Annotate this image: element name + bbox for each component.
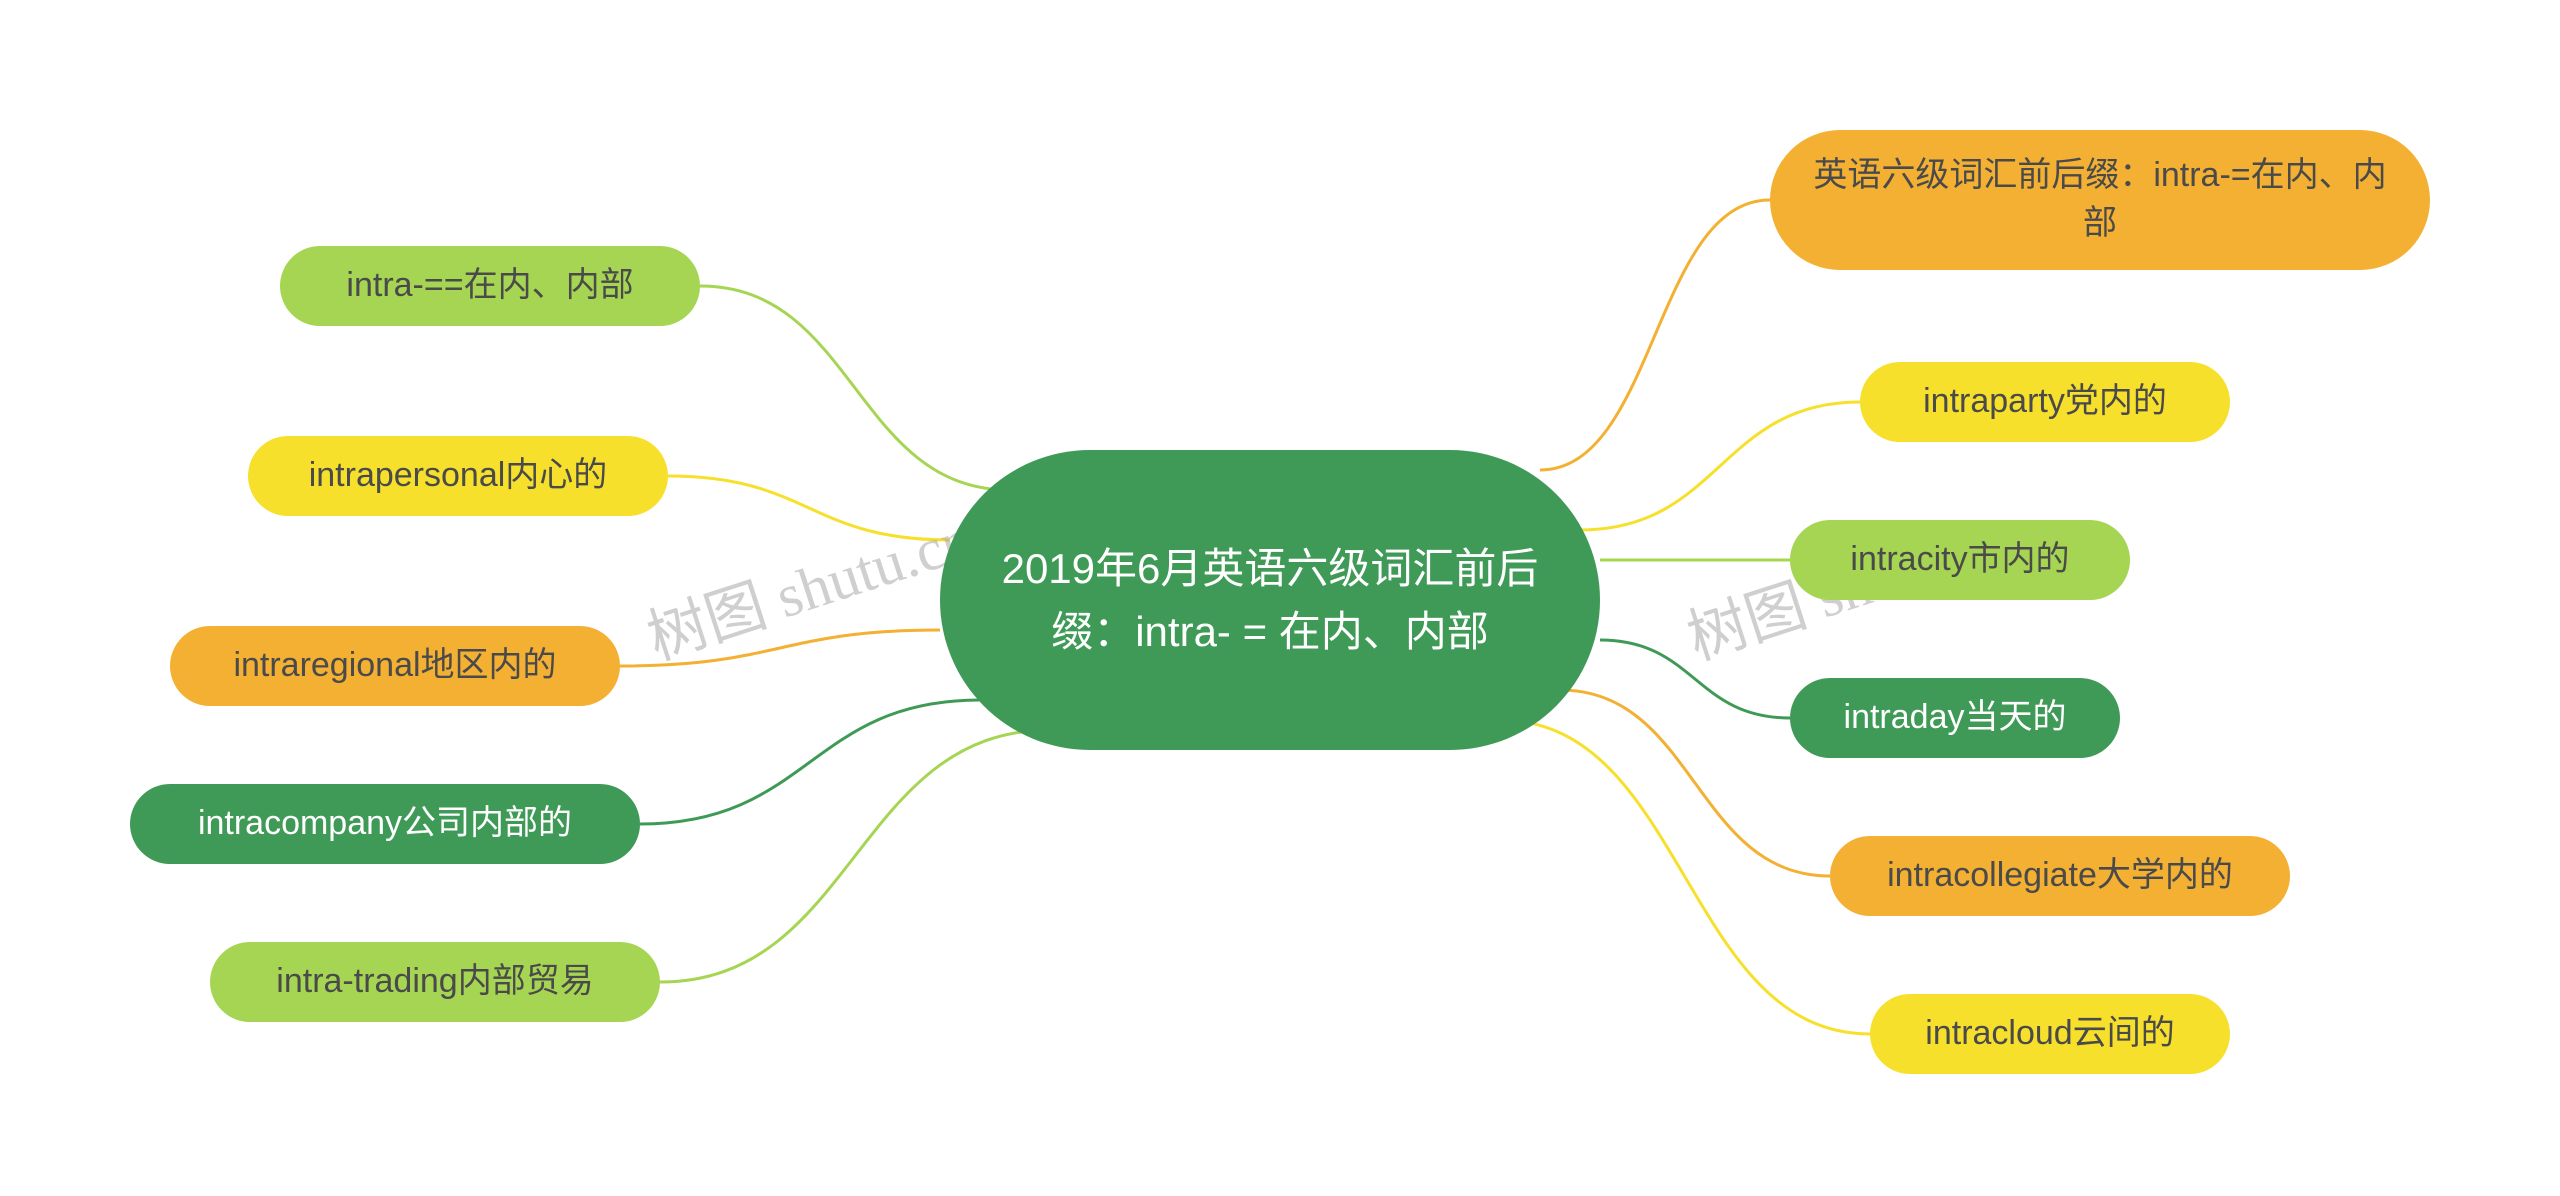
node-right-3[interactable]: intracity市内的 bbox=[1790, 520, 2130, 600]
center-topic[interactable]: 2019年6月英语六级词汇前后缀：intra- = 在内、内部 bbox=[940, 450, 1600, 750]
node-left-5[interactable]: intra-trading内部贸易 bbox=[210, 942, 660, 1022]
node-right-2[interactable]: intraparty党内的 bbox=[1860, 362, 2230, 442]
mindmap-canvas: 树图 shutu.cn 树图 shutu.cn 2019年6月英语六级词汇前后缀… bbox=[0, 0, 2560, 1196]
node-right-4[interactable]: intraday当天的 bbox=[1790, 678, 2120, 758]
watermark-1: 树图 shutu.cn bbox=[635, 490, 982, 677]
node-right-1[interactable]: 英语六级词汇前后缀：intra-=在内、内部 bbox=[1770, 130, 2430, 270]
node-left-1[interactable]: intra-==在内、内部 bbox=[280, 246, 700, 326]
node-left-4[interactable]: intracompany公司内部的 bbox=[130, 784, 640, 864]
node-right-5[interactable]: intracollegiate大学内的 bbox=[1830, 836, 2290, 916]
node-right-6[interactable]: intracloud云间的 bbox=[1870, 994, 2230, 1074]
node-left-3[interactable]: intraregional地区内的 bbox=[170, 626, 620, 706]
node-left-2[interactable]: intrapersonal内心的 bbox=[248, 436, 668, 516]
